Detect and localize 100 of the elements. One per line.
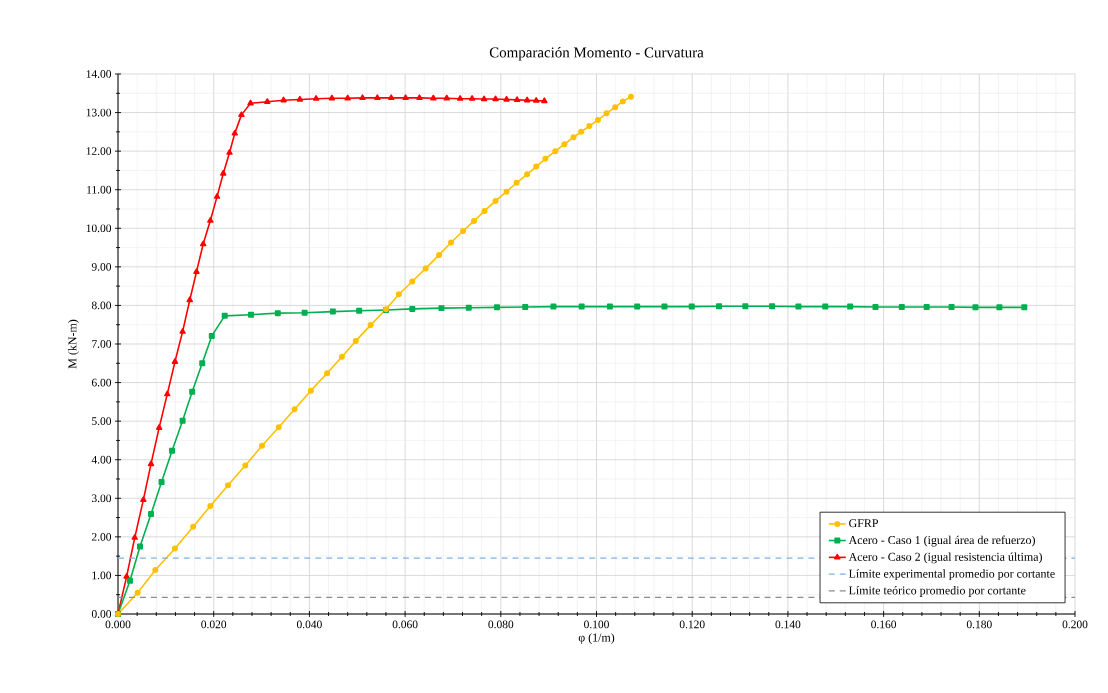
point	[448, 239, 455, 246]
point	[795, 303, 802, 310]
point	[492, 197, 499, 204]
point	[259, 442, 266, 449]
y-axis-title: M (kN-m)	[68, 319, 79, 369]
point	[586, 123, 593, 130]
x-tick-label: 0.000	[105, 620, 131, 629]
point	[481, 207, 488, 214]
point	[533, 97, 540, 103]
point	[226, 149, 233, 155]
point	[872, 303, 879, 310]
point	[570, 134, 577, 141]
y-tick-label: 7.00	[92, 340, 112, 348]
y-tick-label: 4.00	[91, 455, 112, 464]
point	[274, 310, 281, 317]
point	[296, 95, 304, 102]
y-tick-label: 11.00	[87, 185, 112, 194]
point	[140, 496, 147, 503]
y-tick-label: 2.00	[91, 532, 112, 541]
y-tick-label: 10.00	[86, 224, 112, 233]
point	[513, 96, 521, 103]
point	[847, 303, 854, 310]
point	[522, 303, 529, 310]
y-tick-label: 3.00	[91, 494, 112, 503]
x-tick-label: 0.120	[679, 620, 705, 629]
point	[324, 370, 331, 377]
point	[456, 95, 464, 101]
point	[480, 95, 488, 102]
point	[158, 479, 165, 486]
point	[329, 308, 336, 315]
x-tick-label: 0.080	[488, 620, 514, 629]
point	[247, 99, 254, 106]
point	[169, 447, 176, 454]
legend-label: Acero - Caso 1 (igual área de refuerzo)	[848, 535, 1035, 547]
point	[972, 304, 979, 311]
legend-label: Límite experimental promedio por cortante	[848, 569, 1055, 581]
point	[402, 94, 409, 101]
point	[248, 311, 255, 318]
point	[603, 110, 610, 117]
point	[409, 278, 416, 285]
point	[688, 303, 695, 310]
point	[612, 104, 619, 111]
point	[430, 94, 437, 101]
x-axis-title: φ (1/m)	[578, 633, 615, 644]
point	[533, 163, 540, 170]
point	[606, 303, 613, 310]
point	[395, 291, 402, 298]
point	[171, 545, 178, 552]
point	[436, 251, 443, 258]
point	[221, 312, 228, 319]
point	[359, 94, 366, 101]
point	[307, 387, 314, 394]
point	[578, 128, 585, 135]
point	[409, 305, 416, 312]
point	[627, 93, 634, 100]
x-tick-label: 0.140	[775, 620, 801, 629]
point	[742, 303, 749, 310]
point	[716, 303, 722, 310]
point	[126, 577, 133, 584]
point	[186, 296, 193, 303]
point	[155, 424, 163, 430]
point	[179, 328, 186, 334]
point	[460, 227, 466, 234]
point	[471, 217, 477, 224]
y-tick-label: 1.00	[92, 571, 112, 580]
point	[503, 95, 510, 102]
point	[619, 98, 626, 105]
point	[356, 307, 363, 314]
point	[199, 360, 206, 367]
point	[465, 304, 472, 311]
x-tick-label: 0.060	[392, 620, 418, 629]
point	[578, 303, 585, 310]
point	[996, 304, 1003, 311]
point	[492, 95, 499, 102]
point	[367, 322, 374, 329]
point	[493, 304, 500, 311]
point	[189, 388, 196, 395]
point	[594, 116, 601, 123]
point	[352, 337, 359, 344]
point	[524, 171, 531, 178]
point	[220, 169, 227, 176]
point	[550, 303, 557, 310]
point	[190, 523, 197, 530]
point	[208, 332, 215, 339]
point	[923, 303, 930, 310]
point	[312, 95, 320, 101]
point	[438, 305, 445, 312]
point	[661, 303, 668, 310]
legend-label: Acero - Caso 2 (igual resistencia última)	[848, 552, 1042, 564]
y-tick-label: 8.00	[91, 301, 112, 310]
point	[231, 129, 238, 136]
point	[822, 303, 829, 310]
point	[898, 303, 905, 310]
point	[171, 358, 179, 364]
x-tick-label: 0.040	[296, 620, 322, 629]
point	[948, 303, 955, 310]
point	[301, 309, 308, 316]
point	[275, 424, 282, 431]
y-tick-label: 6.00	[91, 378, 112, 387]
point	[291, 406, 298, 413]
